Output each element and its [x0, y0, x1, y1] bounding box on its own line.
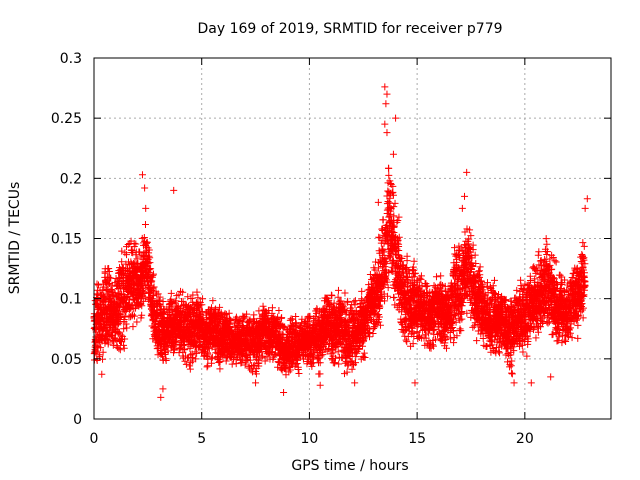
data-point — [580, 242, 588, 250]
data-point — [535, 248, 543, 256]
data-point — [350, 298, 358, 306]
data-point — [156, 293, 164, 301]
data-point — [118, 247, 126, 255]
data-point — [314, 359, 322, 367]
data-points — [90, 83, 591, 401]
data-point — [385, 171, 393, 179]
data-point — [120, 344, 128, 352]
data-point — [506, 360, 514, 368]
data-point — [120, 341, 128, 349]
data-point — [278, 314, 286, 322]
data-point — [402, 336, 410, 344]
data-point — [228, 360, 236, 368]
data-point — [98, 370, 106, 378]
data-point — [129, 323, 137, 331]
data-point — [490, 276, 498, 284]
data-point — [250, 311, 258, 319]
data-point — [216, 365, 224, 373]
data-point — [121, 335, 129, 343]
data-point — [437, 280, 445, 288]
data-point — [182, 360, 190, 368]
data-point — [186, 362, 194, 370]
grid-lines — [94, 58, 611, 419]
data-point — [489, 282, 497, 290]
data-point — [147, 265, 155, 273]
data-point — [410, 257, 418, 265]
data-point — [429, 327, 437, 335]
data-point — [275, 306, 283, 314]
data-point — [360, 349, 368, 357]
data-point — [437, 272, 445, 280]
data-point — [508, 370, 516, 378]
data-point — [551, 257, 559, 265]
data-point — [121, 249, 129, 257]
data-point — [476, 263, 484, 271]
data-point — [123, 324, 131, 332]
data-point — [120, 325, 128, 333]
data-point — [141, 221, 149, 229]
data-point — [122, 320, 130, 328]
data-point — [334, 286, 342, 294]
data-point — [186, 365, 194, 373]
data-point — [384, 164, 392, 172]
data-point — [543, 240, 551, 248]
data-point — [209, 297, 217, 305]
data-point — [574, 321, 582, 329]
data-point — [295, 370, 303, 378]
data-point — [331, 359, 339, 367]
data-point — [358, 287, 366, 295]
data-point — [121, 312, 129, 320]
data-point — [222, 357, 230, 365]
data-point — [93, 280, 101, 288]
data-point — [530, 263, 538, 271]
data-point — [316, 370, 324, 378]
data-point — [508, 369, 516, 377]
data-point — [510, 347, 518, 355]
data-point — [335, 360, 343, 368]
data-point — [203, 363, 211, 371]
data-point — [513, 286, 521, 294]
data-point — [116, 346, 124, 354]
data-point — [184, 293, 192, 301]
data-point — [532, 334, 540, 342]
